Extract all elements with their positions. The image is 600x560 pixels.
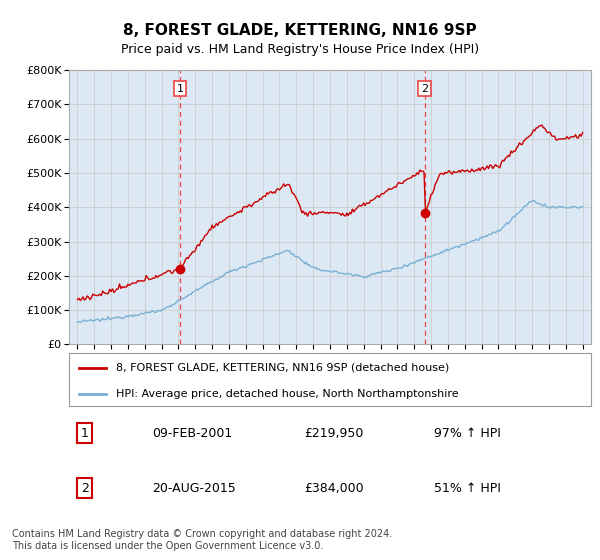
Text: Contains HM Land Registry data © Crown copyright and database right 2024.
This d: Contains HM Land Registry data © Crown c…	[12, 529, 392, 551]
Text: 1: 1	[176, 84, 184, 94]
Text: 8, FOREST GLADE, KETTERING, NN16 9SP: 8, FOREST GLADE, KETTERING, NN16 9SP	[123, 24, 477, 38]
Text: 51% ↑ HPI: 51% ↑ HPI	[434, 482, 501, 494]
Text: Price paid vs. HM Land Registry's House Price Index (HPI): Price paid vs. HM Land Registry's House …	[121, 43, 479, 56]
Text: HPI: Average price, detached house, North Northamptonshire: HPI: Average price, detached house, Nort…	[116, 389, 458, 399]
Text: 20-AUG-2015: 20-AUG-2015	[152, 482, 236, 494]
Text: 1: 1	[81, 427, 89, 440]
Text: 97% ↑ HPI: 97% ↑ HPI	[434, 427, 501, 440]
Text: £384,000: £384,000	[304, 482, 364, 494]
Text: 2: 2	[421, 84, 428, 94]
Text: 09-FEB-2001: 09-FEB-2001	[152, 427, 233, 440]
FancyBboxPatch shape	[69, 353, 591, 406]
Text: 2: 2	[81, 482, 89, 494]
Text: £219,950: £219,950	[304, 427, 363, 440]
Text: 8, FOREST GLADE, KETTERING, NN16 9SP (detached house): 8, FOREST GLADE, KETTERING, NN16 9SP (de…	[116, 363, 449, 373]
